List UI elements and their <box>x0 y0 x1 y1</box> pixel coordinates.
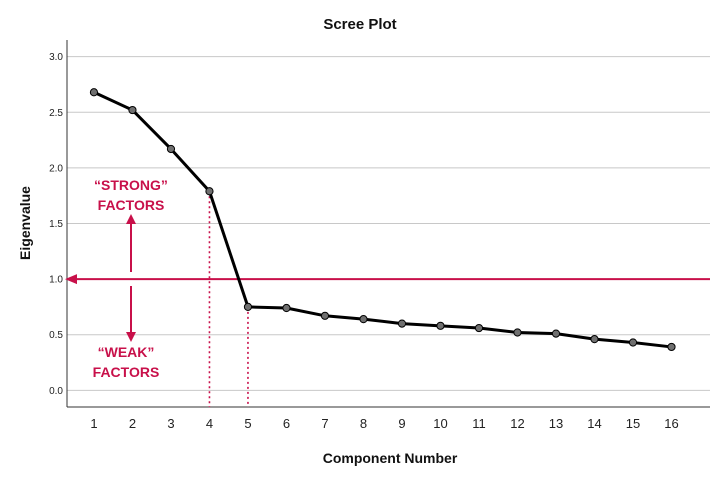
data-point <box>282 303 291 313</box>
y-tick-label: 0.5 <box>49 330 63 341</box>
x-tick-label: 1 <box>90 416 97 431</box>
x-axis-label: Component Number <box>323 450 458 466</box>
x-tick-label: 11 <box>472 416 486 431</box>
x-tick-label: 15 <box>626 416 640 431</box>
x-tick-label: 3 <box>167 416 174 431</box>
weak-annotation-line1: “WEAK” <box>98 344 155 360</box>
y-tick-labels: 0.0 0.5 1.0 1.5 2.0 2.5 3.0 <box>49 52 63 397</box>
x-tick-labels: 1 2 3 4 5 6 7 8 9 10 11 12 13 14 15 16 <box>90 416 678 431</box>
x-tick-label: 4 <box>206 416 213 431</box>
data-point <box>667 342 676 352</box>
data-point <box>436 321 445 330</box>
chart-title: Scree Plot <box>323 16 396 33</box>
data-point <box>474 323 484 333</box>
x-tick-label: 10 <box>433 416 447 431</box>
x-tick-label: 6 <box>283 416 290 431</box>
x-tick-label: 16 <box>664 416 678 431</box>
reference-line-arrowhead <box>65 274 77 285</box>
x-tick-label: 2 <box>129 416 136 431</box>
weak-annotation-line2: FACTORS <box>93 364 160 380</box>
annotation-layer: “STRONG” FACTORS “WEAK” FACTORS <box>93 177 168 380</box>
data-point <box>89 88 99 97</box>
data-point <box>590 335 599 344</box>
y-tick-label: 2.5 <box>49 108 63 119</box>
data-point <box>397 319 407 328</box>
y-tick-label: 1.5 <box>49 219 63 230</box>
down-arrow-head <box>126 332 136 342</box>
y-tick-label: 2.0 <box>49 163 63 174</box>
series-layer <box>89 88 676 352</box>
reference-line-layer <box>65 274 710 285</box>
data-point <box>166 144 176 154</box>
data-point <box>551 329 561 338</box>
y-tick-label: 0.0 <box>49 386 63 397</box>
data-point <box>320 311 330 320</box>
x-tick-label: 13 <box>549 416 563 431</box>
data-point <box>205 187 214 196</box>
data-point <box>243 302 253 312</box>
axes <box>66 40 710 408</box>
y-tick-label: 3.0 <box>49 52 63 63</box>
x-tick-label: 8 <box>360 416 367 431</box>
y-tick-label: 1.0 <box>49 275 63 286</box>
y-axis-label: Eigenvalue <box>17 186 33 260</box>
x-tick-label: 5 <box>244 416 251 431</box>
x-tick-label: 9 <box>398 416 405 431</box>
x-tick-label: 7 <box>321 416 328 431</box>
x-tick-label: 14 <box>587 416 601 431</box>
strong-annotation-line2: FACTORS <box>98 197 165 213</box>
data-point <box>359 315 368 324</box>
data-point <box>513 328 522 337</box>
data-point <box>128 105 137 115</box>
eigenvalue-line <box>93 90 672 349</box>
strong-annotation-line1: “STRONG” <box>94 177 168 193</box>
x-tick-label: 12 <box>510 416 524 431</box>
up-arrow-head <box>126 214 136 224</box>
dotted-guides <box>208 191 249 407</box>
data-point <box>628 338 638 347</box>
